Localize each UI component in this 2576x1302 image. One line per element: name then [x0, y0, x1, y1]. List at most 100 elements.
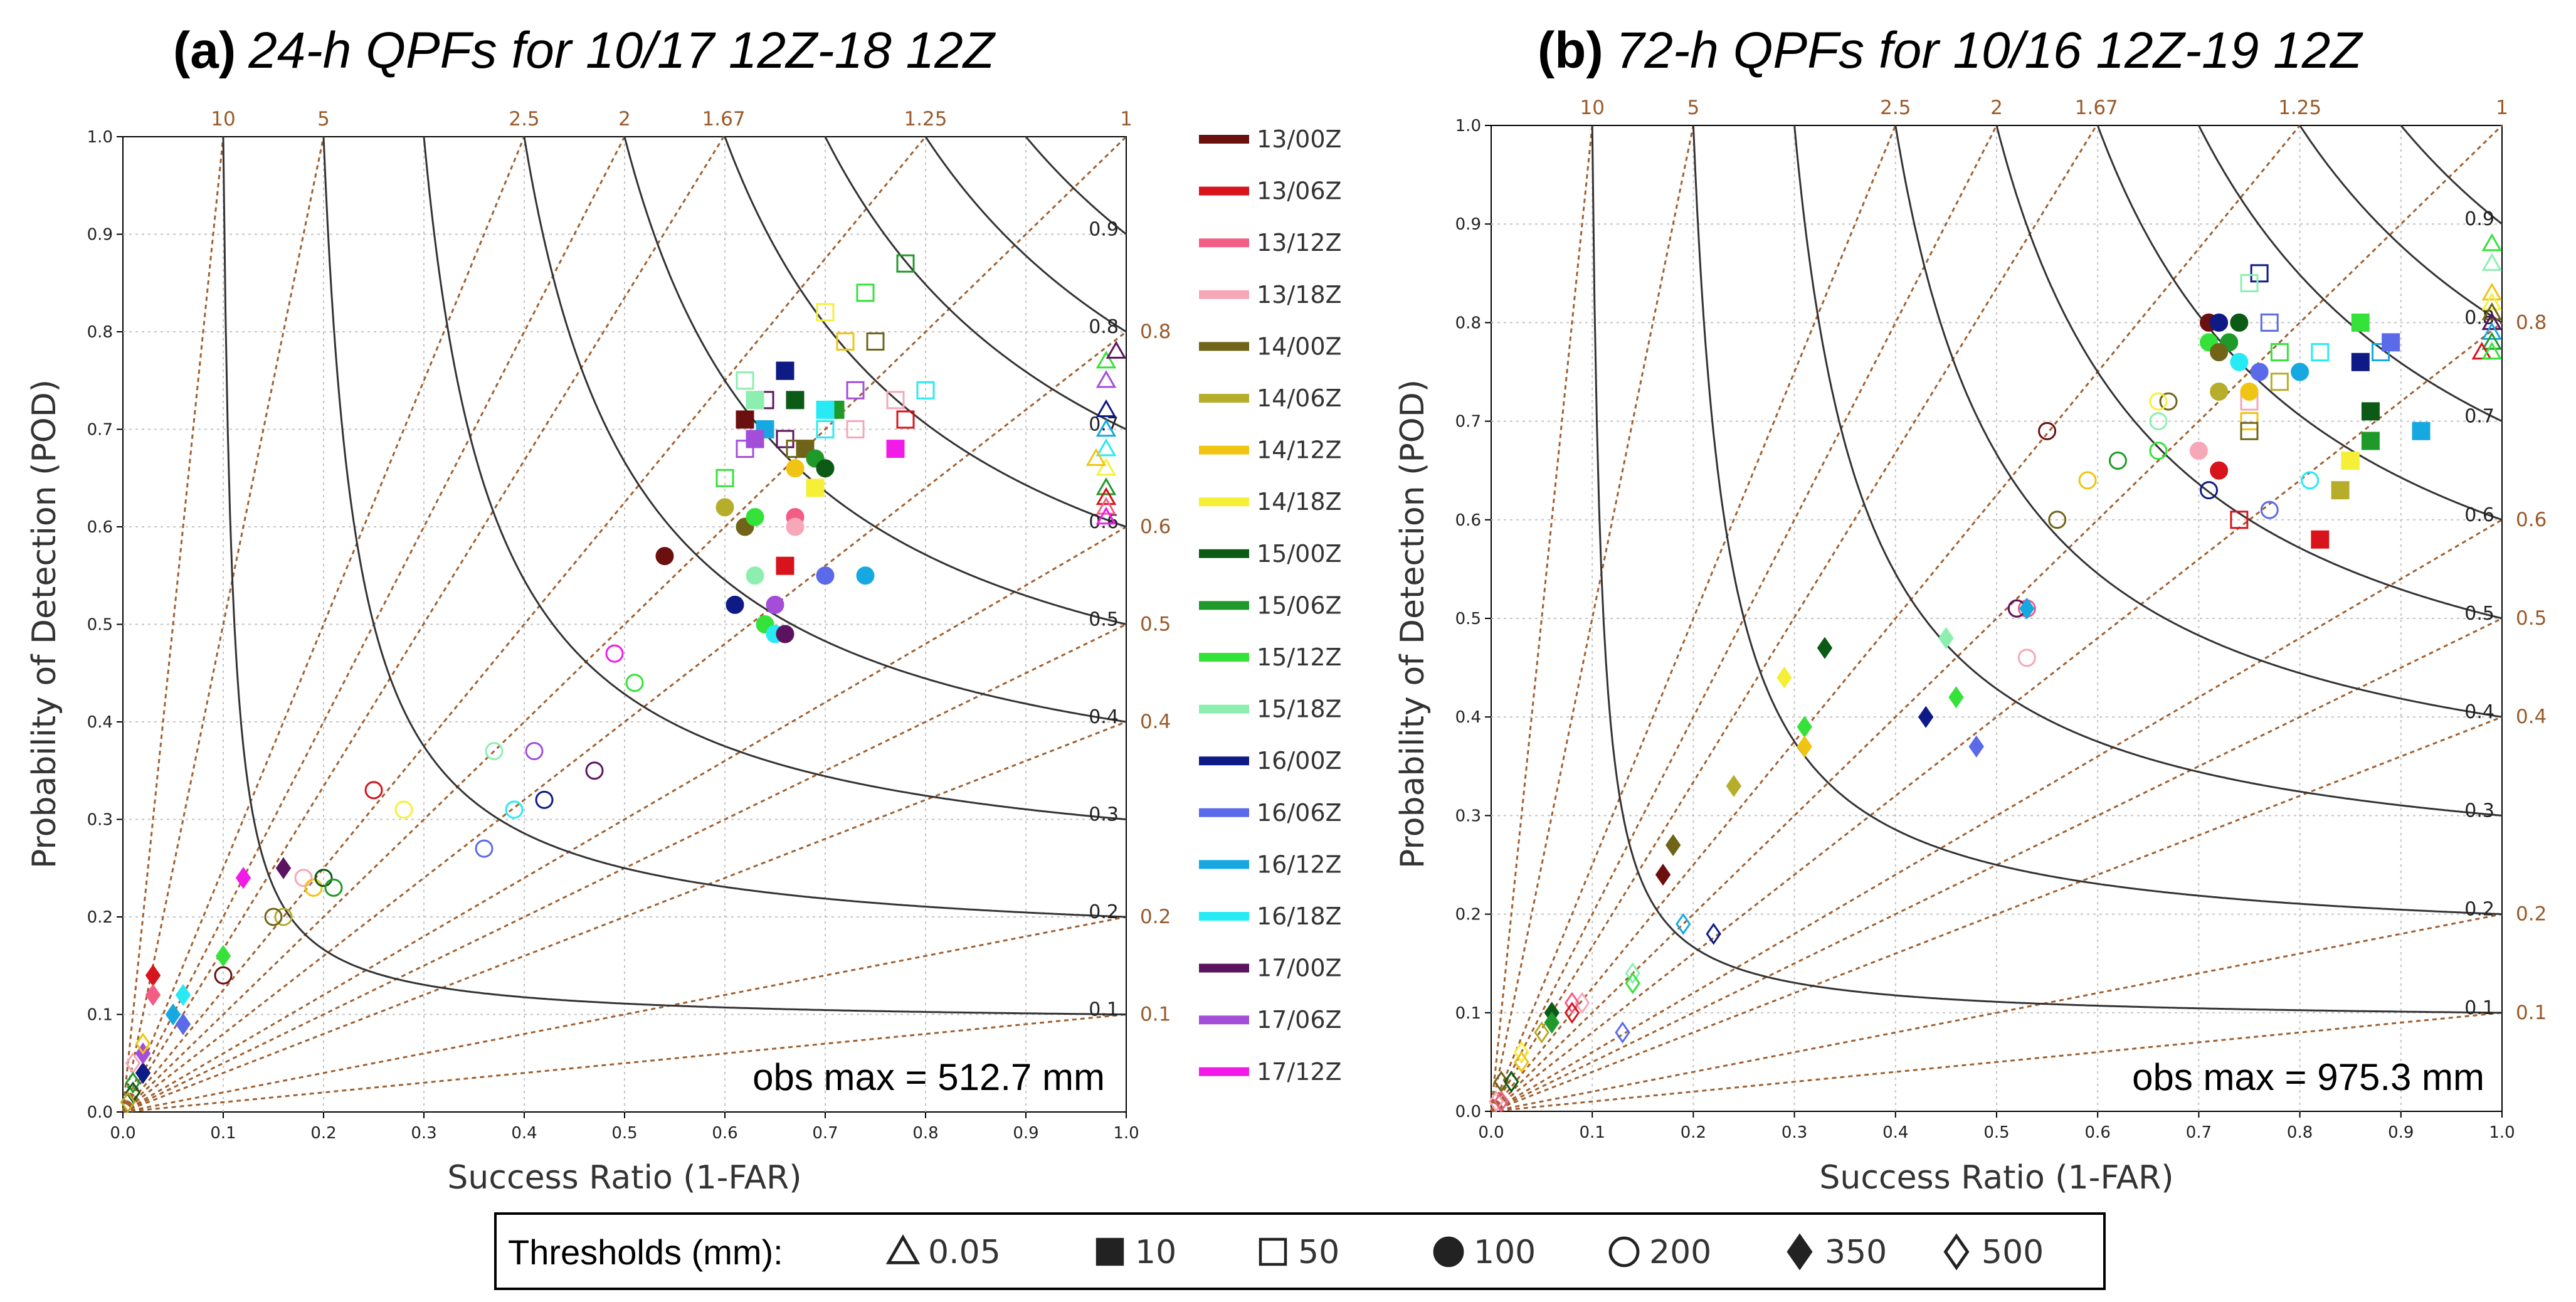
data-point-circle-filled	[786, 459, 805, 478]
y-tick-label: 0.1	[1455, 1004, 1481, 1023]
bias-label: 0.5	[1140, 613, 1171, 636]
data-point-square-open	[896, 254, 915, 273]
bias-line	[122, 1014, 1127, 1113]
data-point-circle-open	[314, 869, 333, 887]
legend-label: 16/12Z	[1257, 850, 1342, 878]
y-tick-label: 0.7	[87, 421, 113, 440]
data-point-square-filled	[2361, 431, 2380, 450]
panel-a-bias-labels: 10 5 2.5 2 1.67 1.25 1 0.8 0.6 0.5 0.4 0.2 0.1	[211, 108, 1171, 1026]
data-point-circle-open	[2017, 648, 2036, 667]
data-point-square-open	[2270, 373, 2289, 391]
data-point-triangle-open	[2481, 332, 2503, 350]
csi-label: 0.4	[2464, 701, 2494, 723]
data-point-circle-filled	[856, 566, 875, 585]
data-point-circle-filled	[715, 498, 734, 517]
csi-label: 0.9	[1089, 219, 1119, 241]
data-point-diamond-open	[120, 1091, 136, 1114]
legend-label: 17/00Z	[1257, 955, 1342, 982]
y-tick-label: 0.4	[1455, 708, 1481, 727]
threshold-label: 350	[1825, 1234, 1887, 1271]
panel-a-ylabel: Probability of Detection (POD)	[26, 379, 63, 869]
data-point-triangle-open	[2481, 233, 2503, 251]
data-point-square-open	[846, 420, 865, 438]
data-point-diamond-open	[1706, 923, 1721, 945]
bias-label: 5	[317, 108, 330, 130]
panel-a-x-ticks: 0.0 0.1 0.2 0.3 0.4 0.5 0.6 0.7 0.8 0.9 1.0	[110, 1112, 1139, 1143]
init-time-legend: 13/00Z 13/06Z 13/12Z 13/18Z 14/00Z 14/06Z 14/1…	[1199, 125, 1342, 1086]
bias-label: 0.1	[1140, 1003, 1171, 1026]
bias-line	[122, 136, 927, 1113]
y-tick-label: 0.7	[1455, 413, 1481, 431]
data-point-diamond-filled	[1817, 637, 1833, 659]
data-point-circle-filled	[2210, 343, 2229, 362]
y-tick-label: 0.0	[1455, 1103, 1481, 1121]
bias-label: 2.5	[509, 108, 539, 130]
data-point-square-filled	[756, 420, 774, 438]
data-point-circle-filled	[726, 595, 744, 614]
data-point-diamond-filled	[235, 867, 251, 889]
bias-line	[122, 136, 224, 1113]
csi-label: 0.5	[1089, 609, 1119, 631]
data-point-circle-filled	[2230, 313, 2249, 332]
data-point-circle-filled	[2210, 382, 2229, 401]
data-point-triangle-open	[2481, 282, 2503, 300]
data-point-square-filled	[2351, 313, 2370, 332]
x-tick-label: 1.0	[2489, 1123, 2515, 1142]
csi-curve	[1894, 125, 2503, 718]
data-point-triangle-open	[2481, 341, 2503, 360]
data-point-square-open	[736, 371, 754, 390]
data-point-square-open	[2311, 343, 2330, 362]
data-point-circle-open	[2149, 392, 2168, 411]
panel-b: (b) 72-h QPFs for 10/16 12Z-19 12Z 0.0 0.1…	[1394, 22, 2547, 1197]
data-point-triangle-open	[1106, 341, 1127, 359]
data-point-circle-filled	[776, 625, 794, 643]
y-tick-label: 1.0	[87, 128, 113, 147]
panel-b-x-ticks: 0.0 0.1 0.2 0.3 0.4 0.5 0.6 0.7 0.8 0.9 1.0	[1478, 1111, 2515, 1142]
y-tick-label: 0.8	[87, 323, 113, 342]
csi-label: 0.6	[2464, 504, 2494, 526]
panel-a-title-text: 24-h QPFs for 10/17 12Z-18 12Z	[248, 22, 996, 79]
csi-label: 0.9	[2464, 208, 2494, 230]
data-point-square-filled	[746, 391, 764, 410]
data-point-square-open	[715, 468, 734, 487]
panel-a-points	[120, 254, 1127, 1114]
data-point-diamond-open	[1564, 1002, 1580, 1024]
panel-b-title: (b) 72-h QPFs for 10/16 12Z-19 12Z	[1538, 22, 2363, 79]
y-tick-label: 0.4	[87, 713, 113, 732]
bias-line	[1490, 125, 2098, 1112]
data-point-square-filled	[2331, 481, 2350, 500]
y-tick-label: 0.5	[1455, 610, 1481, 628]
threshold-label: 10	[1135, 1234, 1176, 1271]
y-tick-label: 0.0	[87, 1103, 113, 1122]
legend-label: 17/06Z	[1257, 1006, 1342, 1034]
x-tick-label: 0.4	[1882, 1123, 1908, 1142]
data-point-diamond-open	[135, 1032, 151, 1055]
data-point-diamond-filled	[165, 1003, 181, 1026]
panel-b-y-ticks: 0.0 0.1 0.2 0.3 0.4 0.5 0.6 0.7 0.8 0.9 1.0	[1455, 117, 1491, 1121]
data-point-square-open	[836, 332, 855, 351]
bias-label: 2	[1990, 97, 2003, 119]
data-point-triangle-open	[1095, 438, 1117, 457]
y-tick-label: 0.9	[87, 226, 113, 245]
data-point-square-open	[2240, 412, 2259, 431]
csi-curve	[2198, 125, 2503, 422]
csi-curve	[1793, 125, 2503, 817]
data-point-circle-filled	[816, 459, 835, 478]
data-point-square-open	[816, 420, 835, 438]
data-point-diamond-filled	[275, 857, 292, 879]
legend-label: 15/18Z	[1257, 696, 1342, 723]
data-point-circle-filled	[786, 517, 805, 536]
bias-label: 1	[2496, 97, 2508, 119]
data-point-square-open	[816, 303, 835, 322]
x-tick-label: 0.0	[110, 1124, 135, 1143]
legend-label: 16/00Z	[1257, 747, 1342, 775]
legend-label: 13/12Z	[1257, 229, 1342, 257]
csi-label: 0.4	[1089, 706, 1119, 728]
legend-label: 14/06Z	[1257, 384, 1342, 412]
legend-label: 14/12Z	[1257, 437, 1342, 464]
data-point-square-filled	[806, 479, 825, 497]
legend-label: 17/12Z	[1257, 1058, 1342, 1086]
data-point-circle-open	[485, 742, 504, 761]
data-point-circle-open	[605, 644, 624, 663]
x-tick-label: 0.3	[411, 1124, 436, 1143]
